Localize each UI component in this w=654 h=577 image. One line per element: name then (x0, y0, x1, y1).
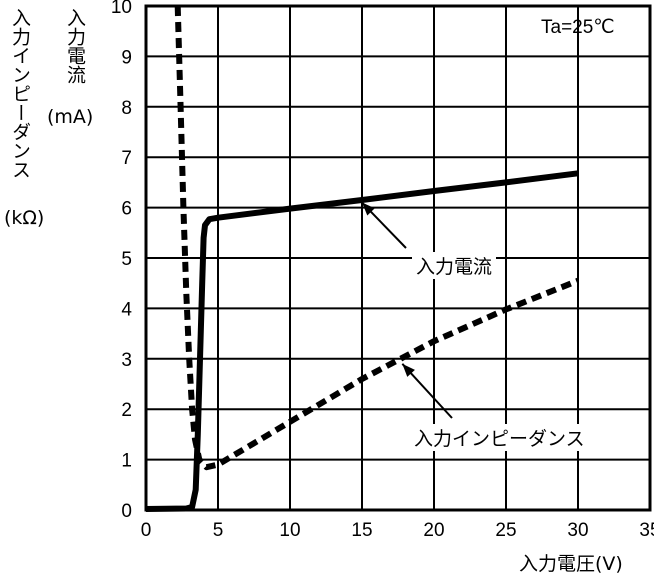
tick-labels: 0 5 10 15 20 25 30 35 0 1 2 3 4 5 6 7 8 9 10 (111, 0, 654, 541)
y-axis-unit-impedance: (kΩ) (4, 207, 45, 229)
x-tick-label-3: 15 (351, 520, 372, 541)
x-tick-label-6: 30 (567, 520, 588, 541)
y-axis-label-impedance: 入力インピーダンス (9, 8, 31, 179)
x-tick-label-2: 10 (279, 520, 300, 541)
y-axis-label-current: 入力電流 (64, 8, 86, 84)
y-tick-label-9: 9 (121, 47, 132, 68)
annotation-arrows (361, 201, 453, 419)
series-line-0 (145, 170, 579, 512)
x-tick-label-0: 0 (141, 520, 152, 541)
x-tick-label-7: 35 (639, 520, 654, 541)
y-tick-label-5: 5 (121, 249, 132, 270)
data-series (145, 5, 580, 512)
x-tick-label-4: 20 (423, 520, 444, 541)
y-tick-label-7: 7 (121, 148, 132, 169)
annotation-arrow-head-0 (362, 202, 375, 216)
x-tick-label-5: 25 (495, 520, 516, 541)
y-tick-label-0: 0 (121, 501, 132, 522)
y-tick-label-10: 10 (111, 0, 132, 18)
annotation-arrow-head-1 (402, 363, 415, 377)
grid-lines (145, 5, 651, 511)
x-axis-label: 入力電圧(V) (519, 553, 623, 575)
y-tick-label-2: 2 (121, 400, 132, 421)
x-tick-label-1: 5 (213, 520, 224, 541)
y-tick-label-1: 1 (121, 451, 132, 472)
plot-frame (144, 4, 652, 512)
series-line-1 (174, 5, 580, 471)
annotation-input-impedance: 入力インピーダンス (410, 424, 589, 451)
y-axis-unit-current: (mA) (47, 106, 94, 128)
y-tick-label-4: 4 (121, 299, 132, 320)
annotation-input-current: 入力電流 (412, 252, 497, 279)
condition-label: Ta=25℃ (541, 17, 615, 38)
y-tick-label-6: 6 (121, 199, 132, 220)
y-tick-label-8: 8 (121, 98, 132, 119)
y-tick-label-3: 3 (121, 350, 132, 371)
